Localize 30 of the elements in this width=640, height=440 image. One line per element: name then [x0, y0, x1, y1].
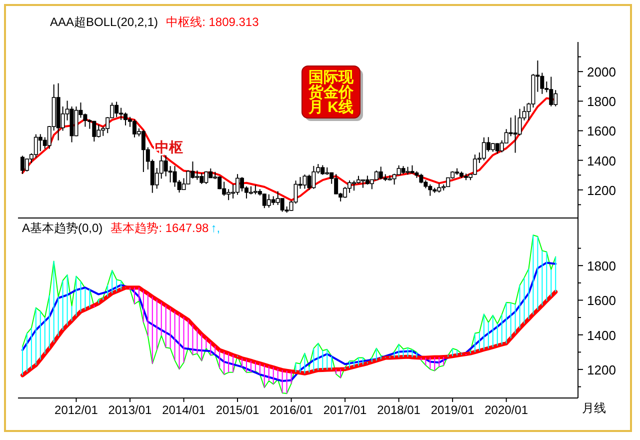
- y-tick-label: 1200: [587, 362, 616, 378]
- candlestick: [518, 108, 522, 136]
- x-tick-label: 2018/01: [377, 403, 421, 417]
- text: 月线: [582, 401, 606, 415]
- chart-subtitle: A基本趋势(0,0): [22, 221, 103, 235]
- x-tick-label: 2020/01: [484, 403, 528, 417]
- x-tick-label: 2012/01: [54, 403, 98, 417]
- y-tick-label: 1600: [587, 293, 616, 308]
- x-tick-label: 2013/01: [108, 403, 152, 417]
- line-series: [22, 262, 557, 382]
- y-tick-label: 1800: [587, 258, 616, 274]
- annotation: 中枢: [155, 139, 183, 155]
- y-tick-label: 1600: [587, 124, 616, 139]
- y-tick-label: 1200: [587, 182, 616, 198]
- text: 中枢线: 1809.313: [166, 15, 260, 29]
- y-tick-label: 1400: [587, 328, 616, 343]
- text: 基本趋势: 1647.98: [110, 221, 210, 235]
- y-tick-label: 1800: [587, 94, 616, 110]
- line-series: [20, 286, 558, 378]
- y-tick-label: 1400: [587, 153, 616, 168]
- y-tick-label: 2000: [587, 64, 616, 80]
- x-tick-label: 2015/01: [216, 403, 260, 417]
- x-tick-label: 2019/01: [430, 403, 475, 417]
- x-tick-label: 2017/01: [323, 403, 368, 417]
- chart-subtitle: AAA超BOLL(20,2,1): [50, 15, 158, 29]
- x-tick-label: 2014/01: [162, 403, 206, 417]
- line-series: [22, 234, 556, 394]
- text: 国际现货金价月 K线: [308, 69, 354, 116]
- x-tick-label: 2016/01: [270, 403, 314, 417]
- annotation: ↑,: [210, 221, 220, 235]
